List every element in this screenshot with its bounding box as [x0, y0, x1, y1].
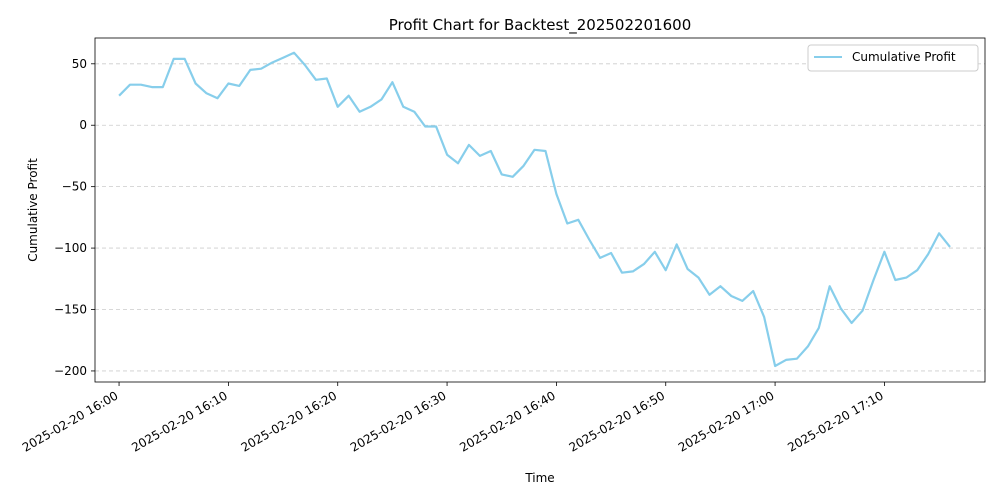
- y-axis: 50 0 −50 −100 −150 −200: [54, 57, 95, 378]
- chart-title: Profit Chart for Backtest_202502201600: [389, 16, 692, 35]
- legend: Cumulative Profit: [807, 44, 979, 72]
- series-line-cumulative-profit: [118, 51, 951, 368]
- legend-entry-cumulative-profit: Cumulative Profit: [852, 50, 956, 64]
- x-tick-label: 2025-02-20 17:10: [785, 388, 886, 454]
- x-tick-label: 2025-02-20 16:20: [239, 388, 340, 454]
- series-layer: [118, 51, 951, 368]
- x-tick-label: 2025-02-20 16:00: [20, 388, 121, 454]
- x-tick-label: 2025-02-20 16:10: [129, 388, 230, 454]
- grid-lines: [95, 63, 985, 372]
- x-tick-label: 2025-02-20 16:40: [457, 388, 558, 454]
- y-tick-label: −150: [54, 303, 87, 317]
- legend-box: [807, 44, 979, 72]
- y-tick-label: −100: [54, 241, 87, 255]
- x-axis-label: Time: [524, 471, 554, 485]
- y-axis-label: Cumulative Profit: [26, 158, 40, 262]
- y-tick-label: 50: [72, 57, 87, 71]
- y-tick-label: −200: [54, 364, 87, 378]
- y-tick-label: 0: [79, 118, 87, 132]
- y-tick-label: −50: [62, 180, 87, 194]
- x-tick-label: 2025-02-20 16:30: [348, 388, 449, 454]
- plot-frame: [94, 37, 986, 383]
- x-axis: 2025-02-20 16:00 2025-02-20 16:10 2025-02-…: [20, 382, 886, 455]
- x-tick-label: 2025-02-20 17:00: [676, 388, 777, 454]
- x-tick-label: 2025-02-20 16:50: [567, 388, 668, 454]
